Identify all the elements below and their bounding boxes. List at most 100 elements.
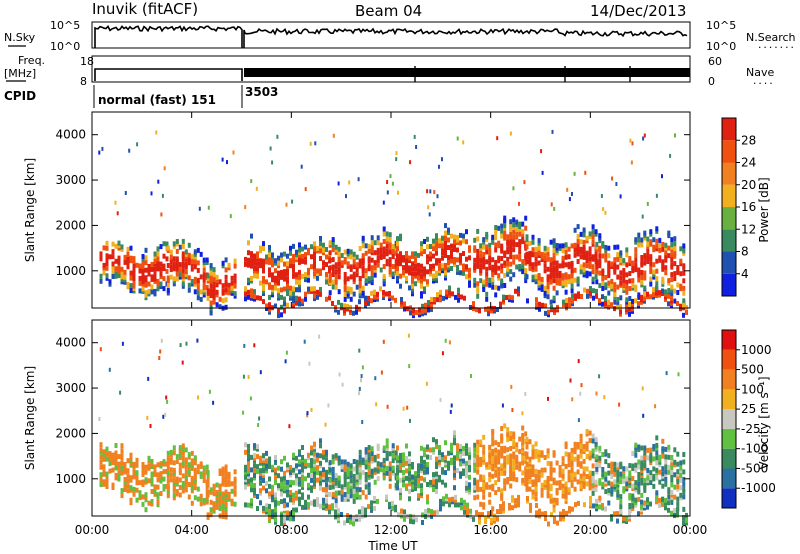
- data-cell: [576, 234, 580, 240]
- data-cell: [433, 297, 436, 302]
- data-cell: [652, 237, 656, 243]
- data-cell: [643, 500, 646, 506]
- data-cell: [562, 509, 565, 514]
- data-cell: [439, 289, 442, 295]
- data-cell: [521, 229, 525, 235]
- data-cell: [537, 260, 541, 266]
- data-cell: [625, 289, 629, 295]
- data-cell: [218, 468, 222, 474]
- data-cell: [150, 489, 154, 494]
- data-cell: [555, 273, 559, 278]
- data-cell: [595, 498, 598, 504]
- data-cell: [500, 426, 504, 431]
- data-cell: [561, 483, 565, 489]
- data-cell: [537, 449, 541, 455]
- data-cell: [196, 464, 200, 470]
- data-cell: [253, 289, 256, 295]
- data-cell: [426, 254, 429, 260]
- data-cell: [646, 241, 650, 247]
- data-cell: [462, 468, 465, 474]
- data-cell: [196, 338, 199, 343]
- data-cell: [673, 472, 677, 478]
- data-cell: [253, 294, 256, 300]
- data-cell: [456, 450, 459, 456]
- data-cell: [628, 311, 631, 317]
- data-cell: [221, 491, 225, 497]
- data-cell: [547, 309, 550, 315]
- data-cell: [271, 484, 274, 490]
- data-cell: [224, 257, 228, 263]
- velocity-data-cells: [98, 333, 688, 527]
- data-cell: [337, 455, 341, 461]
- data-cell: [331, 269, 335, 275]
- data-cell: [616, 244, 620, 250]
- data-cell: [166, 470, 170, 476]
- data-cell: [564, 464, 568, 469]
- data-cell: [361, 285, 365, 291]
- data-cell: [283, 261, 286, 267]
- data-cell: [120, 460, 124, 466]
- data-cell: [547, 396, 549, 401]
- data-cell: [141, 286, 145, 292]
- data-cell: [190, 475, 194, 481]
- data-cell: [379, 286, 382, 292]
- data-cell: [141, 254, 145, 259]
- data-cell: [289, 516, 292, 522]
- data-cell: [491, 466, 495, 472]
- data-cell: [591, 448, 595, 454]
- data-cell: [567, 469, 571, 475]
- data-cell: [521, 455, 525, 461]
- data-cell: [646, 504, 649, 510]
- data-cell: [518, 461, 522, 467]
- data-cell: [670, 482, 674, 488]
- data-cell: [389, 174, 392, 179]
- data-cell: [525, 451, 529, 457]
- data-cell: [571, 397, 574, 402]
- data-cell: [178, 272, 182, 278]
- data-cell: [485, 291, 489, 297]
- cpid-label: CPID: [4, 89, 36, 103]
- nave-tick-bottom: 0: [708, 75, 715, 88]
- data-cell: [515, 254, 519, 260]
- data-cell: [215, 502, 219, 508]
- data-cell: [280, 499, 283, 505]
- data-cell: [543, 285, 547, 291]
- data-cell: [591, 224, 595, 230]
- data-cell: [334, 279, 338, 285]
- data-cell: [301, 445, 304, 450]
- data-cell: [409, 310, 412, 316]
- data-cell: [334, 509, 337, 515]
- data-cell: [322, 265, 325, 271]
- data-cell: [426, 499, 429, 505]
- data-cell: [376, 255, 380, 261]
- data-cell: [473, 442, 477, 448]
- data-cell: [673, 241, 677, 247]
- data-cell: [382, 339, 385, 344]
- data-cell: [473, 237, 477, 243]
- data-cell: [316, 289, 319, 295]
- data-cell: [509, 446, 513, 451]
- data-cell: [202, 257, 206, 263]
- data-cell: [253, 253, 256, 259]
- data-cell: [652, 269, 656, 275]
- data-cell: [274, 268, 277, 274]
- data-cell: [491, 264, 495, 270]
- data-cell: [411, 276, 414, 282]
- data-cell: [166, 478, 170, 484]
- data-cell: [193, 467, 197, 473]
- data-cell: [442, 501, 445, 507]
- data-cell: [202, 498, 206, 503]
- data-cell: [184, 447, 188, 453]
- data-cell: [591, 475, 595, 481]
- data-cell: [679, 303, 682, 309]
- data-cell: [450, 442, 453, 448]
- data-cell: [459, 443, 462, 449]
- data-cell: [544, 511, 547, 516]
- data-cell: [166, 450, 170, 456]
- data-cell: [616, 302, 620, 307]
- data-cell: [334, 480, 338, 486]
- data-cell: [289, 497, 292, 503]
- data-cell: [655, 238, 659, 244]
- data-cell: [667, 464, 671, 470]
